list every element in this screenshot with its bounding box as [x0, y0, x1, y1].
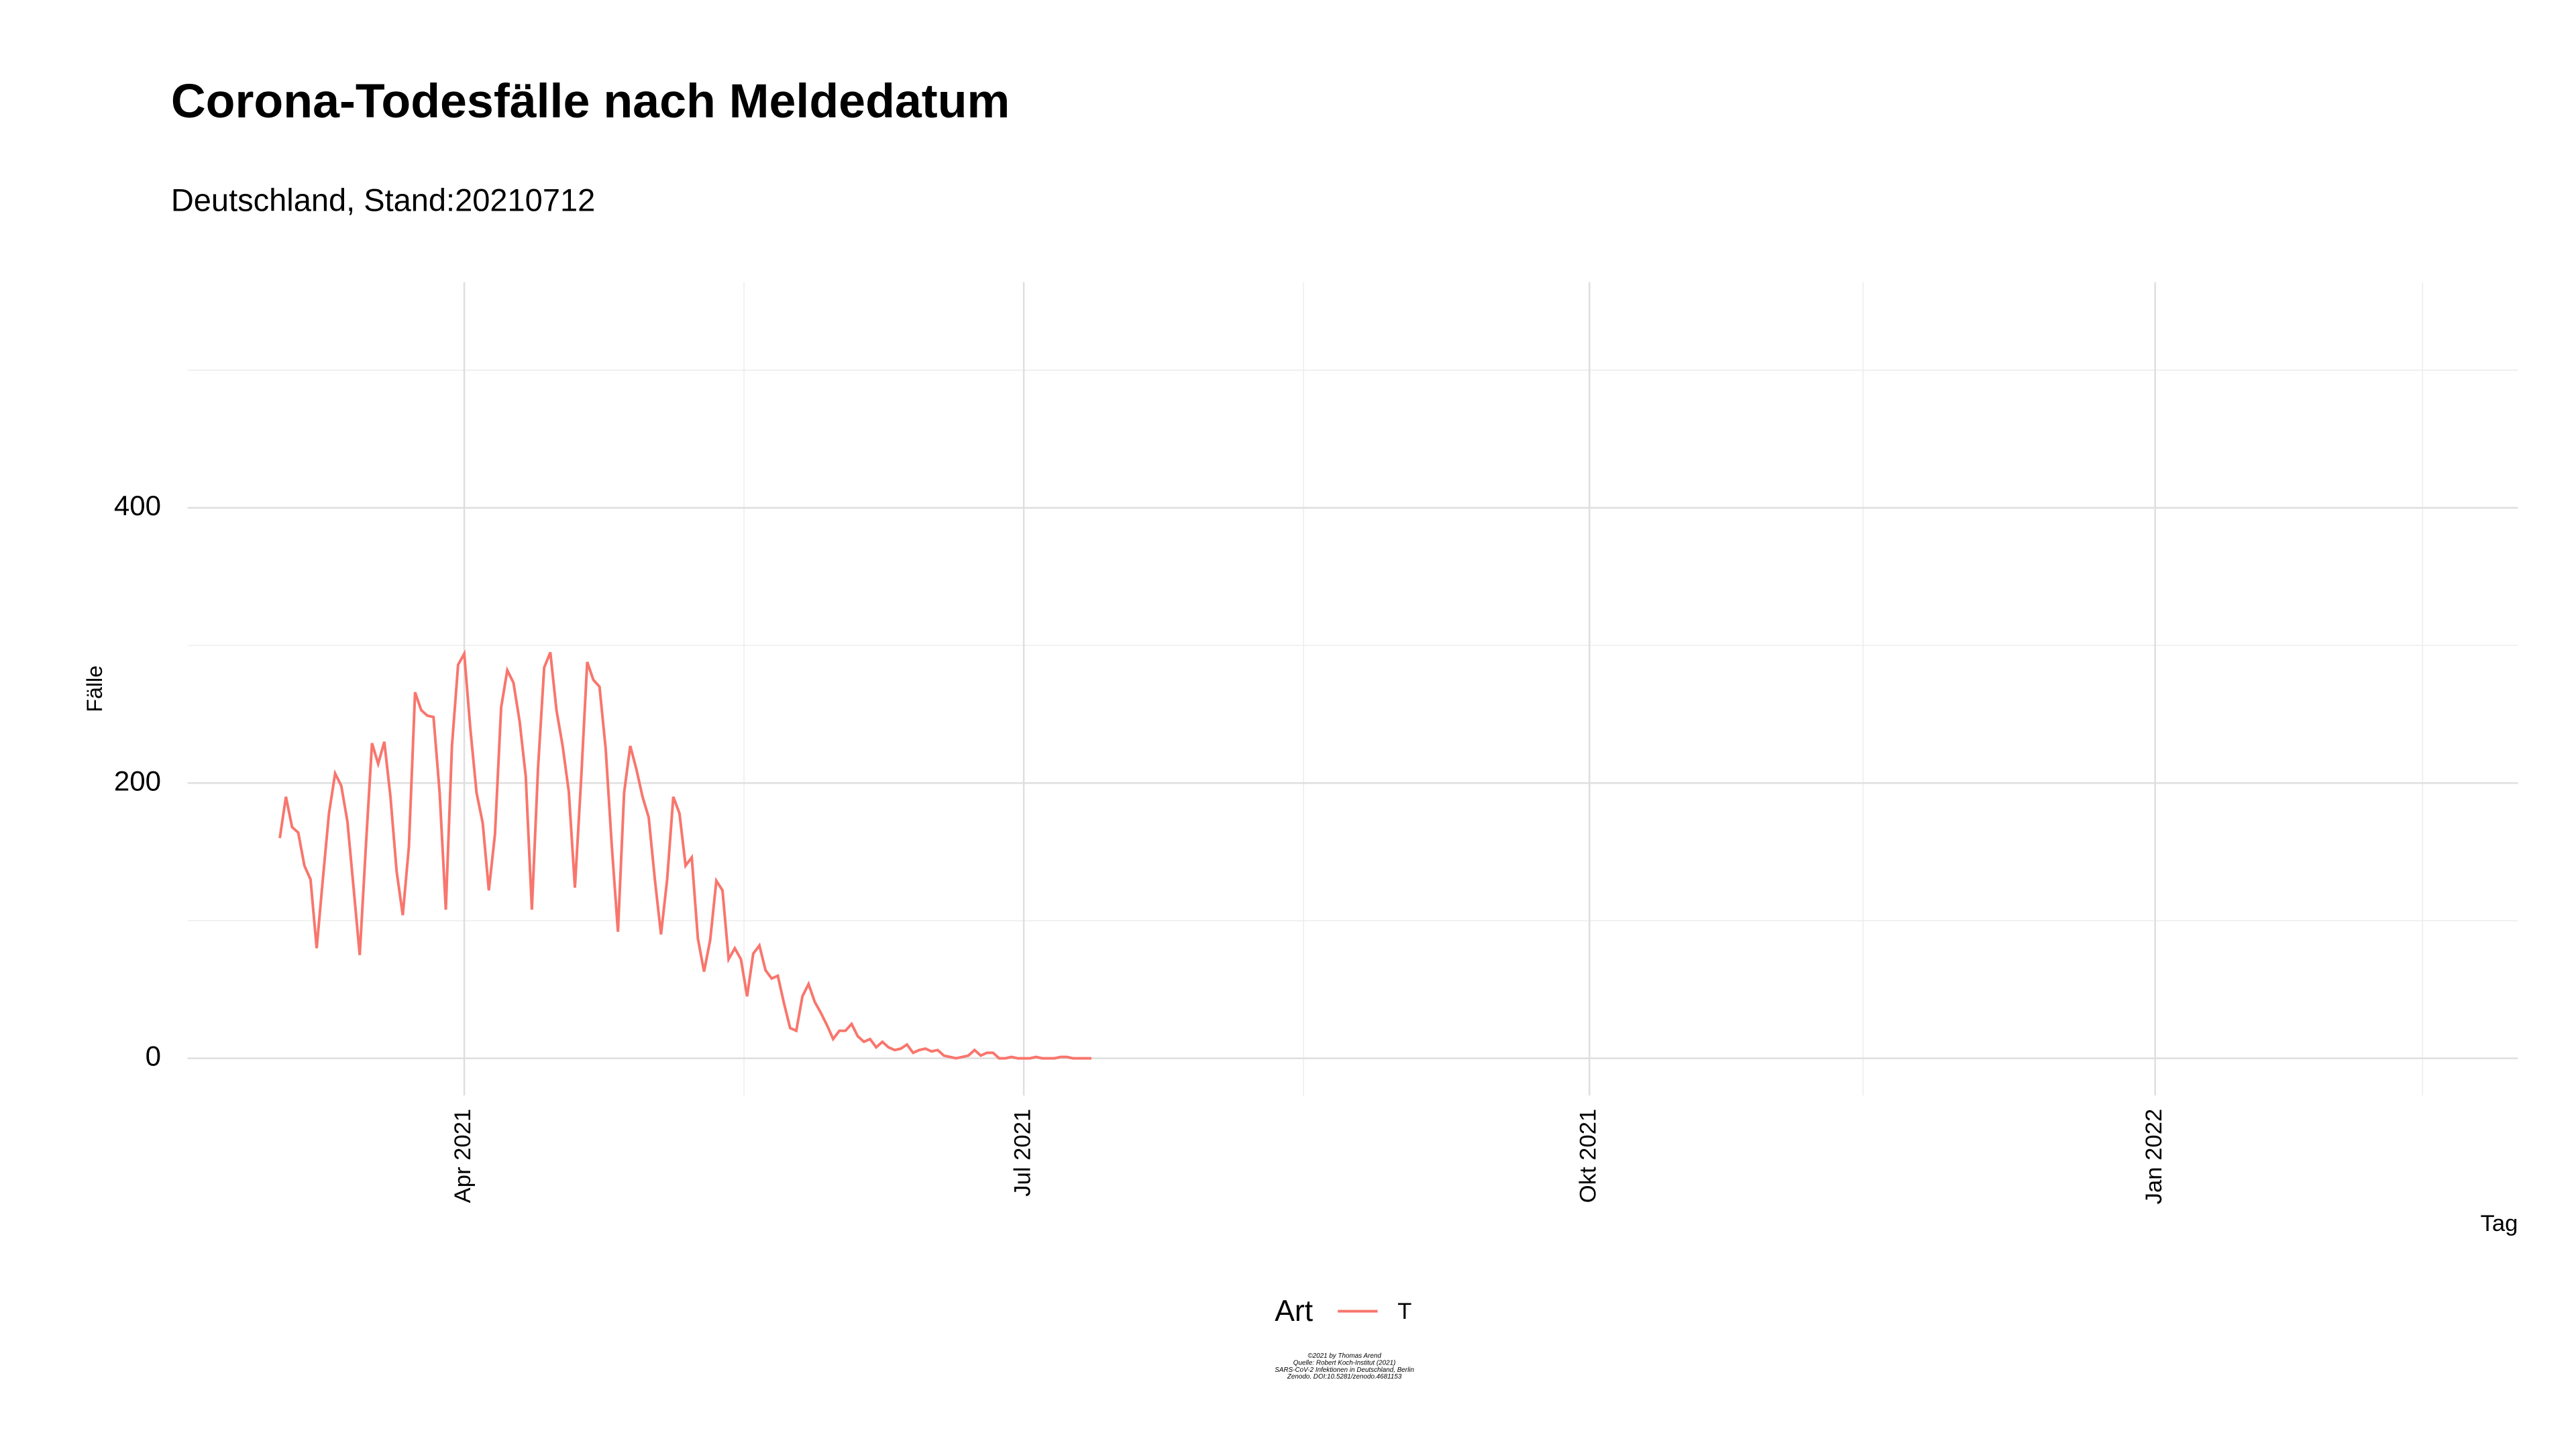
legend-label: T — [1397, 1299, 1411, 1324]
data-line — [278, 649, 1091, 1060]
x-tick-label: Jul 2021 — [1010, 1109, 1035, 1197]
y-tick-label: 200 — [114, 765, 161, 796]
chart-subtitle: Deutschland, Stand:20210712 — [171, 182, 595, 217]
y-tick-label: 400 — [114, 490, 161, 521]
y-tick-label: 0 — [146, 1040, 161, 1072]
caption-line: SARS-CoV-2 Infektionen in Deutschland, B… — [1275, 1366, 1414, 1374]
chart-title: Corona-Todesfälle nach Meldedatum — [171, 74, 1010, 128]
y-axis-label: Fälle — [83, 665, 107, 712]
caption-line: Quelle: Robert Koch-Institut (2021) — [1293, 1359, 1396, 1366]
x-tick-label: Apr 2021 — [450, 1109, 476, 1203]
caption-line: Zenodo. DOI:10.5281/zenodo.4681153 — [1287, 1373, 1402, 1381]
x-tick-label: Jan 2022 — [2141, 1109, 2167, 1204]
caption-line: ©2021 by Thomas Arend — [1307, 1352, 1381, 1360]
x-axis-label: Tag — [2481, 1211, 2518, 1236]
legend-title: Art — [1275, 1295, 1313, 1328]
x-tick-label: Okt 2021 — [1576, 1109, 1601, 1203]
